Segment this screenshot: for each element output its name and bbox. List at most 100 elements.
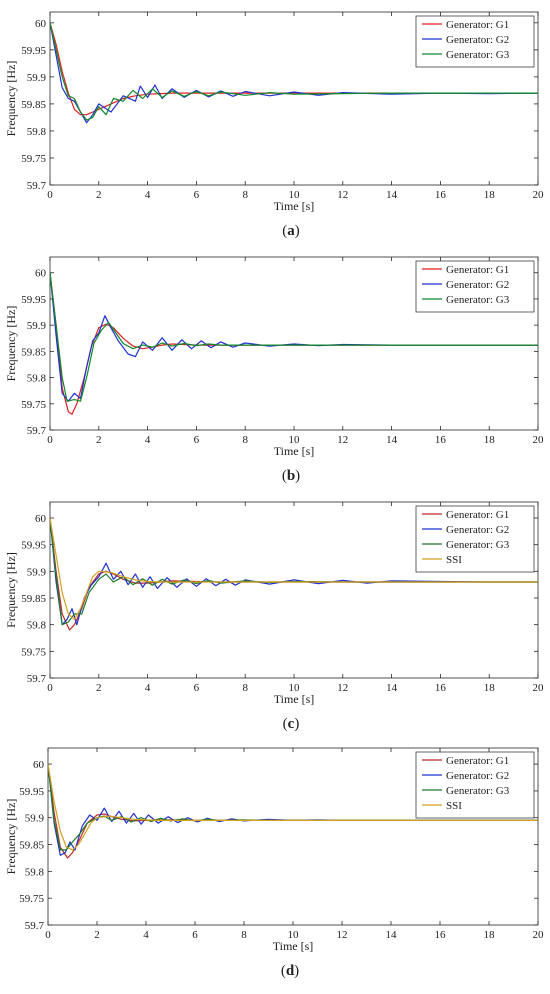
y-tick-label: 60 bbox=[35, 268, 47, 280]
x-tick-label: 18 bbox=[484, 929, 496, 941]
y-tick-label: 59.8 bbox=[27, 126, 47, 138]
panel-caption: (c) bbox=[283, 716, 300, 732]
x-tick-label: 4 bbox=[143, 929, 149, 941]
x-tick-label: 12 bbox=[337, 434, 348, 446]
x-tick-label: 4 bbox=[145, 682, 151, 694]
x-axis-label: Time [s] bbox=[274, 692, 315, 706]
x-tick-label: 18 bbox=[484, 434, 496, 446]
x-tick-label: 6 bbox=[194, 682, 200, 694]
y-tick-label: 59.95 bbox=[21, 540, 46, 552]
legend-entry: Generator: G3 bbox=[446, 539, 510, 551]
x-tick-label: 10 bbox=[289, 434, 301, 446]
x-tick-label: 6 bbox=[194, 434, 200, 446]
x-tick-label: 2 bbox=[96, 189, 102, 201]
y-tick-label: 59.7 bbox=[27, 180, 47, 192]
x-tick-label: 4 bbox=[145, 189, 151, 201]
x-tick-label: 0 bbox=[47, 682, 53, 694]
legend-entry: Generator: G3 bbox=[446, 785, 510, 797]
x-tick-label: 20 bbox=[533, 189, 545, 201]
y-tick-label: 59.85 bbox=[21, 99, 46, 111]
x-tick-label: 14 bbox=[386, 434, 398, 446]
x-tick-label: 12 bbox=[337, 929, 348, 941]
chart-panel-a: 0 2 4 6 8 10 12 14 16 18 2059.759.7559.859.8559.95… bbox=[4, 11, 545, 239]
y-tick-label: 59.95 bbox=[21, 294, 46, 306]
x-tick-label: 4 bbox=[145, 434, 151, 446]
x-tick-label: 12 bbox=[337, 682, 348, 694]
y-tick-label: 60 bbox=[33, 759, 45, 771]
series-line-ssi bbox=[48, 764, 538, 851]
x-tick-label: 20 bbox=[533, 929, 545, 941]
legend-entry: Generator: G1 bbox=[446, 755, 509, 767]
y-tick-label: 59.7 bbox=[27, 673, 47, 685]
series-line-generator-g3 bbox=[50, 22, 538, 121]
y-tick-label: 59.8 bbox=[25, 866, 45, 878]
x-tick-label: 2 bbox=[96, 682, 102, 694]
x-tick-label: 16 bbox=[435, 189, 447, 201]
y-tick-label: 59.9 bbox=[25, 813, 45, 825]
chart-panel-d: 0 2 4 6 8 10 12 14 16 18 2059.759.7559.859.8559.95… bbox=[4, 747, 545, 979]
x-axis-label: Time [s] bbox=[274, 199, 315, 213]
x-tick-label: 8 bbox=[242, 189, 248, 201]
legend-entry: SSI bbox=[446, 554, 462, 566]
legend-entry: Generator: G1 bbox=[446, 264, 509, 276]
y-tick-label: 60 bbox=[35, 513, 47, 525]
legend-entry: Generator: G2 bbox=[446, 34, 509, 46]
y-tick-label: 60 bbox=[35, 18, 47, 30]
legend-box bbox=[415, 751, 535, 819]
series-line-ssi bbox=[50, 517, 538, 620]
x-axis-label: Time [s] bbox=[273, 939, 314, 953]
chart-panel-c: 0 2 4 6 8 10 12 14 16 18 2059.759.7559.859.8559.95… bbox=[4, 501, 545, 732]
x-tick-label: 16 bbox=[435, 682, 447, 694]
x-tick-label: 0 bbox=[47, 189, 53, 201]
y-tick-label: 59.9 bbox=[27, 72, 47, 84]
y-tick-label: 59.95 bbox=[21, 45, 46, 57]
legend-entry: Generator: G2 bbox=[446, 770, 509, 782]
legend-entry: Generator: G3 bbox=[446, 294, 510, 306]
chart-panel-b: 0 2 4 6 8 10 12 14 16 18 2059.759.7559.859.8559.95… bbox=[4, 256, 545, 484]
legend-entry: Generator: G2 bbox=[446, 524, 509, 536]
panel-caption: (b) bbox=[282, 468, 300, 484]
x-tick-label: 14 bbox=[386, 929, 398, 941]
y-axis-label: Frequency [Hz] bbox=[4, 306, 18, 382]
legend-box bbox=[415, 505, 535, 573]
x-tick-label: 8 bbox=[242, 434, 248, 446]
x-tick-label: 18 bbox=[484, 682, 496, 694]
x-tick-label: 18 bbox=[484, 189, 496, 201]
x-axis-label: Time [s] bbox=[274, 444, 315, 458]
x-tick-label: 8 bbox=[242, 682, 248, 694]
x-tick-label: 0 bbox=[45, 929, 51, 941]
x-tick-label: 20 bbox=[533, 434, 545, 446]
x-tick-label: 6 bbox=[192, 929, 198, 941]
y-tick-label: 59.9 bbox=[27, 320, 47, 332]
x-tick-label: 2 bbox=[94, 929, 100, 941]
x-tick-label: 10 bbox=[289, 682, 301, 694]
y-tick-label: 59.75 bbox=[19, 893, 44, 905]
y-tick-label: 59.8 bbox=[27, 373, 47, 385]
y-tick-label: 59.7 bbox=[27, 425, 47, 437]
x-tick-label: 10 bbox=[289, 189, 301, 201]
y-tick-label: 59.7 bbox=[25, 920, 45, 932]
legend-entry: Generator: G1 bbox=[446, 509, 509, 521]
legend-entry: Generator: G1 bbox=[446, 19, 509, 31]
y-axis-label: Frequency [Hz] bbox=[4, 61, 18, 137]
x-tick-label: 16 bbox=[435, 929, 447, 941]
y-tick-label: 59.75 bbox=[21, 399, 46, 411]
x-tick-label: 8 bbox=[241, 929, 247, 941]
x-tick-label: 2 bbox=[96, 434, 102, 446]
y-axis-label: Frequency [Hz] bbox=[4, 552, 18, 628]
y-tick-label: 59.9 bbox=[27, 566, 47, 578]
x-tick-label: 20 bbox=[533, 682, 545, 694]
x-tick-label: 14 bbox=[386, 189, 398, 201]
panel-caption: (a) bbox=[282, 223, 300, 239]
y-tick-label: 59.85 bbox=[21, 593, 46, 605]
panel-caption: (d) bbox=[281, 963, 299, 979]
x-tick-label: 10 bbox=[288, 929, 300, 941]
y-tick-label: 59.95 bbox=[19, 786, 44, 798]
x-tick-label: 14 bbox=[386, 682, 398, 694]
legend-entry: Generator: G2 bbox=[446, 279, 509, 291]
x-tick-label: 16 bbox=[435, 434, 447, 446]
y-tick-label: 59.75 bbox=[21, 153, 46, 165]
series-line-generator-g3 bbox=[50, 272, 538, 402]
